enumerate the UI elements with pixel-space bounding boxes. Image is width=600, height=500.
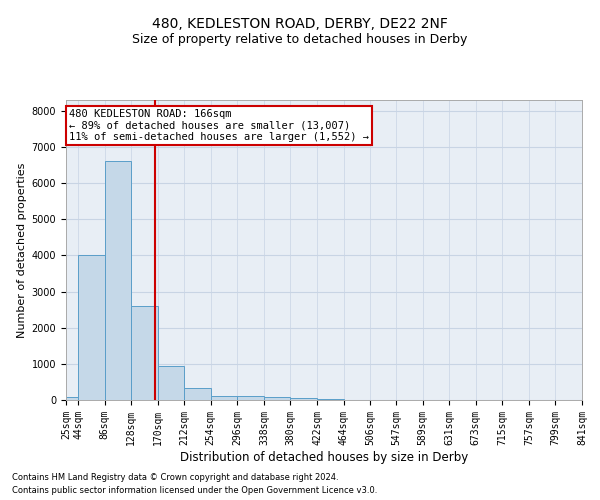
Y-axis label: Number of detached properties: Number of detached properties: [17, 162, 28, 338]
Text: Size of property relative to detached houses in Derby: Size of property relative to detached ho…: [133, 32, 467, 46]
Bar: [290, 398, 317, 400]
Text: Contains HM Land Registry data © Crown copyright and database right 2024.: Contains HM Land Registry data © Crown c…: [12, 474, 338, 482]
Bar: [131, 306, 158, 400]
Bar: [104, 162, 131, 400]
Text: 480, KEDLESTON ROAD, DERBY, DE22 2NF: 480, KEDLESTON ROAD, DERBY, DE22 2NF: [152, 18, 448, 32]
Text: 480 KEDLESTON ROAD: 166sqm
← 89% of detached houses are smaller (13,007)
11% of : 480 KEDLESTON ROAD: 166sqm ← 89% of deta…: [69, 109, 369, 142]
Bar: [66, 398, 78, 400]
X-axis label: Distribution of detached houses by size in Derby: Distribution of detached houses by size …: [180, 450, 468, 464]
Text: Contains public sector information licensed under the Open Government Licence v3: Contains public sector information licen…: [12, 486, 377, 495]
Bar: [264, 397, 290, 400]
Bar: [78, 256, 104, 400]
Bar: [184, 388, 211, 400]
Bar: [238, 396, 264, 400]
Bar: [211, 396, 238, 400]
Bar: [158, 366, 184, 400]
